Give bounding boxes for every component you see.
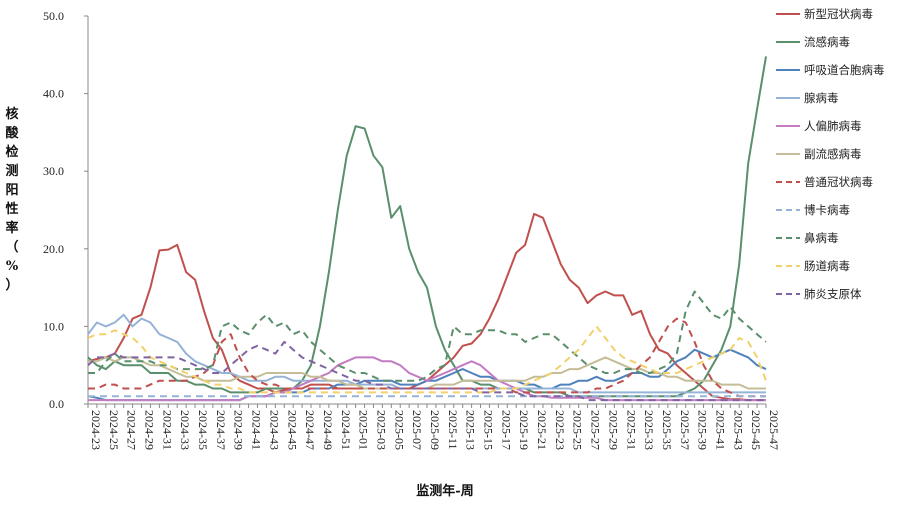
- x-tick-label: 2025-47: [767, 410, 781, 450]
- y-tick-label: 50.0: [43, 9, 64, 23]
- x-tick-label: 2024-47: [303, 410, 317, 450]
- x-tick-label: 2025-35: [660, 410, 674, 450]
- series-line-8: [88, 290, 767, 382]
- x-tick-label: 2025-09: [428, 410, 442, 450]
- x-tick-label: 2025-19: [517, 410, 531, 450]
- x-tick-label: 2024-31: [160, 410, 174, 450]
- legend-label: 普通冠状病毒: [804, 175, 873, 189]
- x-tick-label: 2025-31: [624, 410, 638, 450]
- x-tick-label: 2025-43: [731, 410, 745, 450]
- x-tick-label: 2024-37: [214, 410, 228, 450]
- y-axis-title-char: 酸: [5, 125, 19, 141]
- x-axis-title: 监测年-周: [416, 483, 473, 499]
- y-axis-title: 核酸检测阳性率 （% ）: [5, 106, 19, 293]
- x-tick-label: 2025-39: [696, 410, 710, 450]
- x-tick-label: 2024-39: [232, 410, 246, 450]
- y-tick-label: 20.0: [43, 242, 64, 256]
- y-axis-title-char: （: [5, 239, 18, 255]
- legend-label: 博卡病毒: [804, 203, 850, 217]
- x-tick-label: 2025-45: [749, 410, 763, 450]
- series-line-9: [87, 325, 767, 394]
- y-axis: 0.0 10.0 20.0 30.0 40.0 50.0: [43, 9, 89, 411]
- x-axis: 2024-23 2024-25 2024-27 2024-29 2024-31 2024-…: [87, 403, 781, 450]
- y-axis-title-char: 率: [5, 220, 18, 236]
- x-tick-label: 2025-03: [374, 410, 388, 450]
- x-tick-label: 2024-51: [339, 410, 353, 450]
- legend-label: 人偏肺病毒: [804, 119, 862, 133]
- x-tick-label: 2024-33: [178, 410, 192, 450]
- legend-label: 呼吸道合胞病毒: [804, 63, 885, 77]
- legend: 新型冠状病毒流感病毒呼吸道合胞病毒腺病毒人偏肺病毒副流感病毒普通冠状病毒博卡病毒…: [776, 7, 885, 301]
- y-axis-title-char: 性: [5, 201, 18, 217]
- legend-label: 肠道病毒: [804, 259, 850, 273]
- x-tick-label: 2025-27: [589, 410, 603, 450]
- x-tick-label: 2025-15: [482, 410, 496, 450]
- x-tick-label: 2024-43: [267, 410, 281, 450]
- x-tick-label: 2024-49: [321, 410, 335, 450]
- y-tick-label: 40.0: [43, 87, 64, 101]
- legend-label: 副流感病毒: [804, 147, 862, 161]
- series-line-4: [88, 356, 766, 402]
- x-tick-label: 2025-41: [713, 410, 727, 450]
- x-tick-label: 2025-11: [446, 410, 460, 450]
- y-tick-label: 0.0: [49, 397, 64, 411]
- series-line-6: [88, 317, 766, 398]
- legend-label: 流感病毒: [804, 35, 850, 49]
- x-tick-label: 2025-23: [553, 410, 567, 450]
- x-tick-label: 2024-29: [143, 410, 157, 450]
- x-tick-label: 2024-27: [125, 410, 139, 450]
- x-tick-label: 2024-41: [250, 410, 264, 450]
- y-axis-title-char: ）: [5, 277, 18, 293]
- legend-label: 新型冠状病毒: [804, 7, 873, 21]
- y-axis-title-char: 测: [5, 163, 18, 179]
- x-tick-label: 2025-37: [678, 410, 692, 450]
- x-tick-label: 2024-45: [285, 410, 299, 450]
- legend-label: 肺炎支原体: [804, 287, 862, 301]
- x-tick-label: 2025-01: [357, 410, 371, 450]
- x-tick-label: 2024-23: [89, 410, 103, 450]
- y-axis-title-char: 阳: [5, 183, 18, 198]
- x-tick-label: 2025-33: [642, 410, 656, 450]
- x-tick-label: 2025-25: [571, 410, 585, 450]
- x-tick-label: 2025-13: [464, 410, 478, 450]
- x-tick-label: 2025-05: [392, 410, 406, 450]
- series-line-1: [87, 56, 767, 398]
- legend-label: 鼻病毒: [804, 231, 839, 245]
- y-tick-label: 30.0: [43, 164, 64, 178]
- legend-label: 腺病毒: [804, 91, 839, 105]
- y-axis-title-char: %: [6, 259, 19, 274]
- series-line-10: [87, 340, 766, 402]
- x-tick-label: 2024-25: [107, 410, 121, 450]
- x-tick-label: 2025-17: [499, 410, 513, 450]
- y-axis-title-char: 检: [5, 144, 18, 160]
- x-tick-label: 2025-21: [535, 410, 549, 450]
- series-lines: [87, 56, 767, 402]
- y-tick-label: 10.0: [43, 319, 64, 333]
- x-tick-label: 2025-07: [410, 410, 424, 450]
- x-tick-label: 2024-35: [196, 410, 210, 450]
- x-tick-label: 2025-29: [606, 410, 620, 450]
- y-axis-title-char: 核: [5, 106, 18, 122]
